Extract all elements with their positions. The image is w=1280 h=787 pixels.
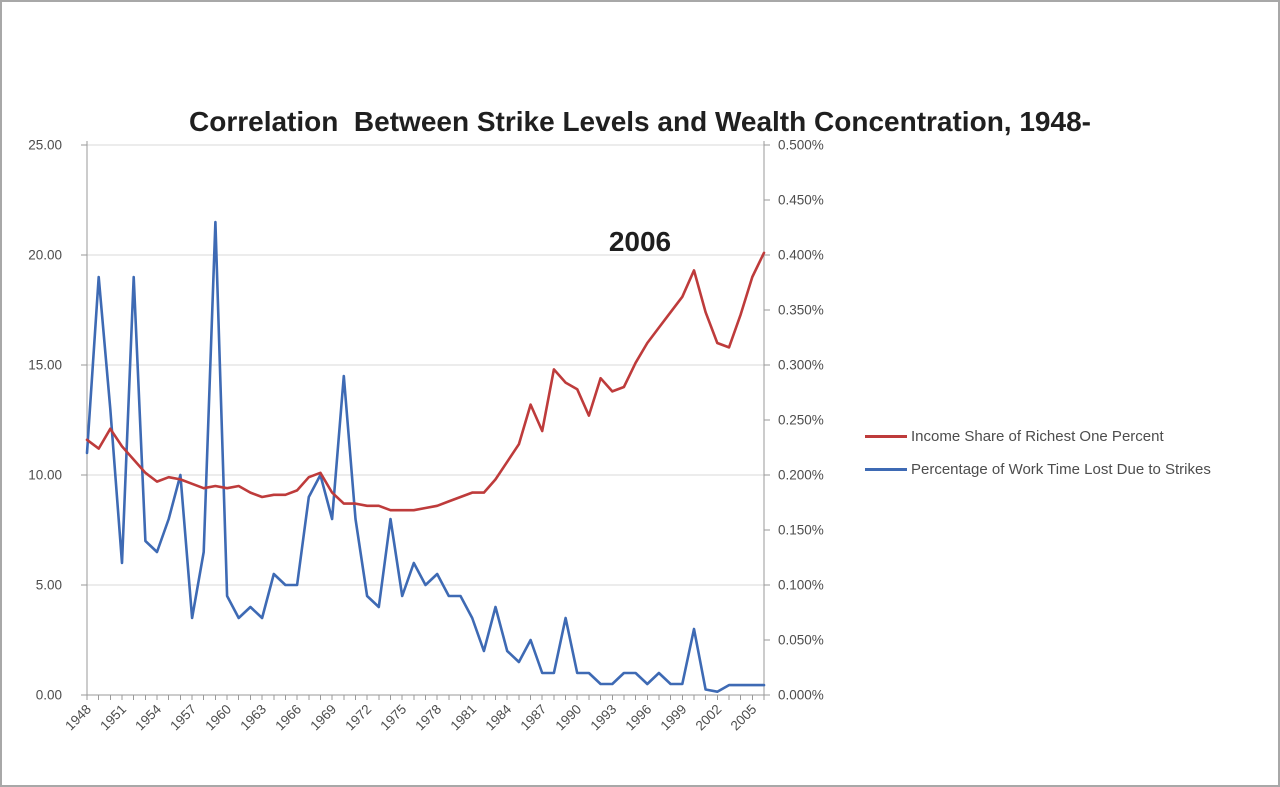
x-axis-label: 1975 <box>377 702 409 734</box>
x-axis-label: 1990 <box>553 702 585 734</box>
right-axis-label: 0.150% <box>778 523 824 538</box>
right-axis-label: 0.400% <box>778 248 824 263</box>
x-axis-label: 1996 <box>623 702 655 734</box>
x-axis-label: 1978 <box>412 702 444 734</box>
right-axis-label: 0.250% <box>778 413 824 428</box>
x-axis-label: 1951 <box>97 702 129 734</box>
x-axis-label: 1963 <box>237 702 269 734</box>
chart-title-line2: 2006 <box>608 226 672 257</box>
legend-label-income-share: Income Share of Richest One Percent <box>911 427 1164 445</box>
x-axis-label: 1948 <box>62 702 94 734</box>
chart-title: Correlation Between Strike Levels and We… <box>2 22 1278 342</box>
x-axis-label: 1984 <box>482 701 514 733</box>
left-axis-label: 15.00 <box>28 358 62 373</box>
left-axis-label: 20.00 <box>28 248 62 263</box>
x-axis-label: 1999 <box>658 702 690 734</box>
income-share-line-swatch <box>865 434 907 438</box>
chart-title-line1: Correlation Between Strike Levels and We… <box>189 106 1091 137</box>
x-axis-label: 2002 <box>693 702 725 734</box>
legend-item-strikes: Percentage of Work Time Lost Due to Stri… <box>865 458 1211 480</box>
x-axis-label: 1969 <box>307 702 339 734</box>
right-axis-label: 0.300% <box>778 358 824 373</box>
left-axis-label: 10.00 <box>28 468 62 483</box>
x-axis-label: 1954 <box>132 701 164 733</box>
right-axis-label: 0.350% <box>778 303 824 318</box>
strikes-line-swatch <box>865 467 907 471</box>
strikes-line <box>85 220 766 694</box>
left-axis-label: 25.00 <box>28 138 62 153</box>
right-axis-label: 0.000% <box>778 688 824 703</box>
x-axis-label: 1993 <box>588 702 620 734</box>
x-axis-label: 1957 <box>167 702 199 734</box>
legend: Income Share of Richest One Percent Perc… <box>865 425 1211 491</box>
x-axis-label: 1966 <box>272 702 304 734</box>
right-axis-label: 0.200% <box>778 468 824 483</box>
right-axis-label: 0.500% <box>778 138 824 153</box>
x-axis-label: 2005 <box>728 702 760 734</box>
income-share-line <box>85 251 766 512</box>
right-axis-label: 0.100% <box>778 578 824 593</box>
x-axis-label: 1981 <box>447 702 479 734</box>
left-axis-label: 0.00 <box>36 688 62 703</box>
x-axis-label: 1972 <box>342 702 374 734</box>
right-axis-label: 0.050% <box>778 633 824 648</box>
legend-label-strikes: Percentage of Work Time Lost Due to Stri… <box>911 460 1211 478</box>
x-axis-label: 1987 <box>517 702 549 734</box>
legend-item-income-share: Income Share of Richest One Percent <box>865 425 1211 447</box>
x-axis-label: 1960 <box>202 702 234 734</box>
left-axis-label: 5.00 <box>36 578 62 593</box>
right-axis-label: 0.450% <box>778 193 824 208</box>
